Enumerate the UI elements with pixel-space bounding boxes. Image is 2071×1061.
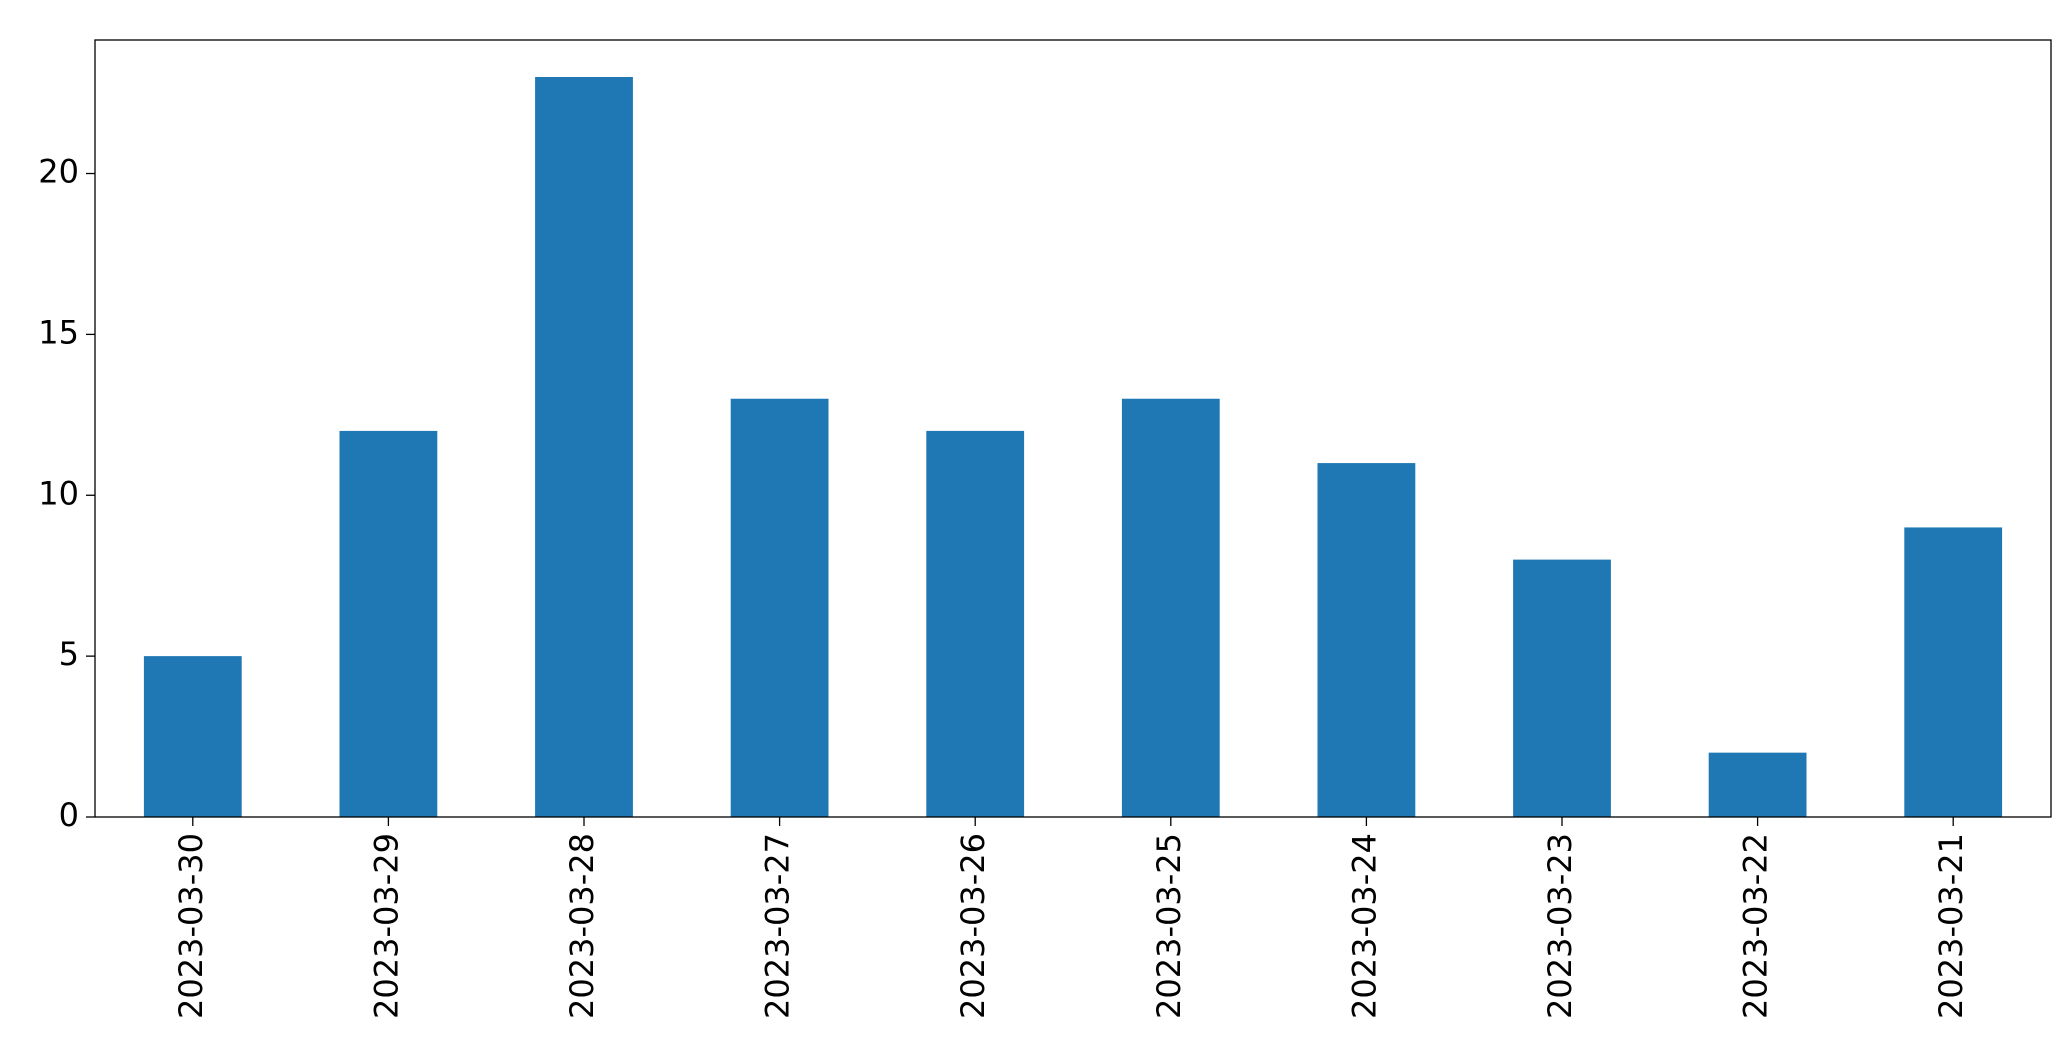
- bar: [1904, 527, 2003, 817]
- x-tick-label: 2023-03-22: [1737, 833, 1775, 1019]
- x-tick-label: 2023-03-23: [1541, 833, 1579, 1019]
- x-tick-label: 2023-03-28: [563, 833, 601, 1019]
- x-tick-label: 2023-03-24: [1345, 833, 1383, 1019]
- bar: [1121, 398, 1220, 817]
- x-tick-label: 2023-03-27: [759, 833, 797, 1019]
- x-tick-label: 2023-03-29: [367, 833, 405, 1019]
- y-tick-label: 5: [59, 635, 79, 673]
- x-tick-label: 2023-03-21: [1932, 833, 1970, 1019]
- plot-frame: [94, 39, 2052, 818]
- x-tick-label: 2023-03-30: [172, 833, 210, 1019]
- y-tick-label: 20: [38, 153, 79, 191]
- bar: [1317, 463, 1416, 817]
- bar: [535, 77, 633, 817]
- bar: [339, 430, 438, 817]
- x-tick-label: 2023-03-25: [1150, 833, 1188, 1019]
- bar: [926, 430, 1025, 817]
- y-tick-label: 15: [38, 313, 79, 351]
- bar: [143, 656, 242, 817]
- y-tick-label: 0: [59, 796, 79, 834]
- bar: [730, 398, 829, 817]
- x-tick-label: 2023-03-26: [954, 833, 992, 1019]
- bar: [1513, 559, 1611, 817]
- bar: [1708, 752, 1807, 817]
- y-tick-label: 10: [38, 474, 79, 512]
